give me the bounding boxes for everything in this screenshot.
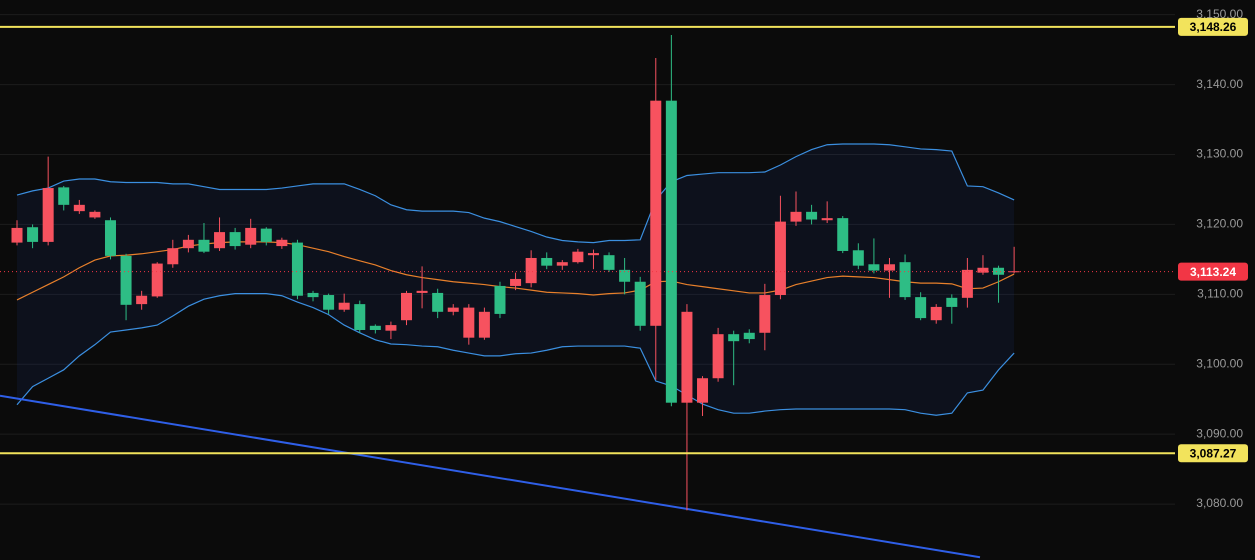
candle-body xyxy=(104,220,116,256)
candle-body xyxy=(821,218,833,221)
candle-body xyxy=(1008,271,1020,273)
candle-body xyxy=(416,290,428,293)
candle-body xyxy=(619,269,631,282)
y-tick-label: 3,110.00 xyxy=(1197,287,1243,301)
candle-body xyxy=(743,332,755,340)
candle-body xyxy=(510,278,522,286)
candle-body xyxy=(556,262,568,266)
candle-body xyxy=(494,285,506,314)
candle-body xyxy=(650,100,662,326)
candle-body xyxy=(245,227,257,245)
candle-body xyxy=(11,227,23,243)
candle-body xyxy=(868,264,880,271)
y-tick-label: 3,130.00 xyxy=(1196,147,1243,161)
candle-body xyxy=(946,297,958,307)
candle-body xyxy=(790,211,802,222)
candle-body xyxy=(572,251,584,263)
candle-body xyxy=(182,239,194,249)
candle-body xyxy=(993,267,1005,275)
candle-body xyxy=(915,297,927,319)
candle-body xyxy=(447,307,459,312)
candle-body xyxy=(229,232,241,247)
candle-body xyxy=(899,262,911,298)
candle-body xyxy=(276,239,288,247)
candle-body xyxy=(478,311,490,338)
candle-body xyxy=(214,232,226,249)
y-tick-label: 3,100.00 xyxy=(1196,356,1243,370)
y-tick-label: 3,080.00 xyxy=(1196,496,1243,510)
band-line xyxy=(16,143,1015,244)
candle-body xyxy=(136,295,148,305)
candle-body xyxy=(681,311,693,403)
candle-body xyxy=(432,292,444,312)
candle-body xyxy=(89,211,101,218)
candle-body xyxy=(463,307,475,338)
candle-body xyxy=(852,250,864,266)
candle-body xyxy=(260,228,272,242)
candle-body xyxy=(73,204,85,212)
candle-body xyxy=(541,257,553,266)
candle-body xyxy=(634,281,646,326)
candle-body xyxy=(930,306,942,321)
candle-body xyxy=(697,378,709,403)
candle-body xyxy=(323,295,335,310)
y-tick-label: 3,150.00 xyxy=(1196,7,1243,21)
candle-body xyxy=(58,187,70,205)
price-label-box xyxy=(1178,17,1248,36)
candle-body xyxy=(587,253,599,256)
y-tick-label: 3,090.00 xyxy=(1196,426,1243,440)
candle-body xyxy=(198,239,210,252)
candle-body xyxy=(883,264,895,271)
candle-body xyxy=(806,211,818,220)
candle-body xyxy=(401,292,412,321)
price-label-box xyxy=(1178,444,1248,463)
candle-body xyxy=(42,188,54,242)
trendline xyxy=(0,394,981,559)
candle-body xyxy=(961,269,973,298)
candle-body xyxy=(120,255,132,305)
band-line xyxy=(16,293,1015,416)
y-tick-label: 3,120.00 xyxy=(1196,217,1243,231)
candle-body xyxy=(385,325,397,331)
candle-body xyxy=(354,304,366,330)
candle-body xyxy=(837,218,849,251)
y-tick-label: 3,140.00 xyxy=(1196,77,1243,91)
candle-body xyxy=(167,248,179,265)
price-label-box xyxy=(1178,262,1248,281)
candle-body xyxy=(291,242,303,296)
candle-body xyxy=(774,221,786,296)
candle-body xyxy=(603,255,615,270)
candle-body xyxy=(728,334,740,342)
candle-body xyxy=(977,267,989,273)
candle-body xyxy=(369,325,381,330)
candle-body xyxy=(151,263,163,297)
candle-body xyxy=(712,334,724,379)
price-label: 3,113.24 xyxy=(1190,265,1236,279)
candle-body xyxy=(759,295,771,333)
price-label: 3,087.27 xyxy=(1190,446,1237,460)
candle-body xyxy=(307,292,319,298)
price-label: 3,148.26 xyxy=(1190,20,1237,34)
candle-body xyxy=(665,100,677,403)
candle-body xyxy=(338,302,350,310)
candle-body xyxy=(27,227,39,242)
candle-body xyxy=(525,257,537,284)
